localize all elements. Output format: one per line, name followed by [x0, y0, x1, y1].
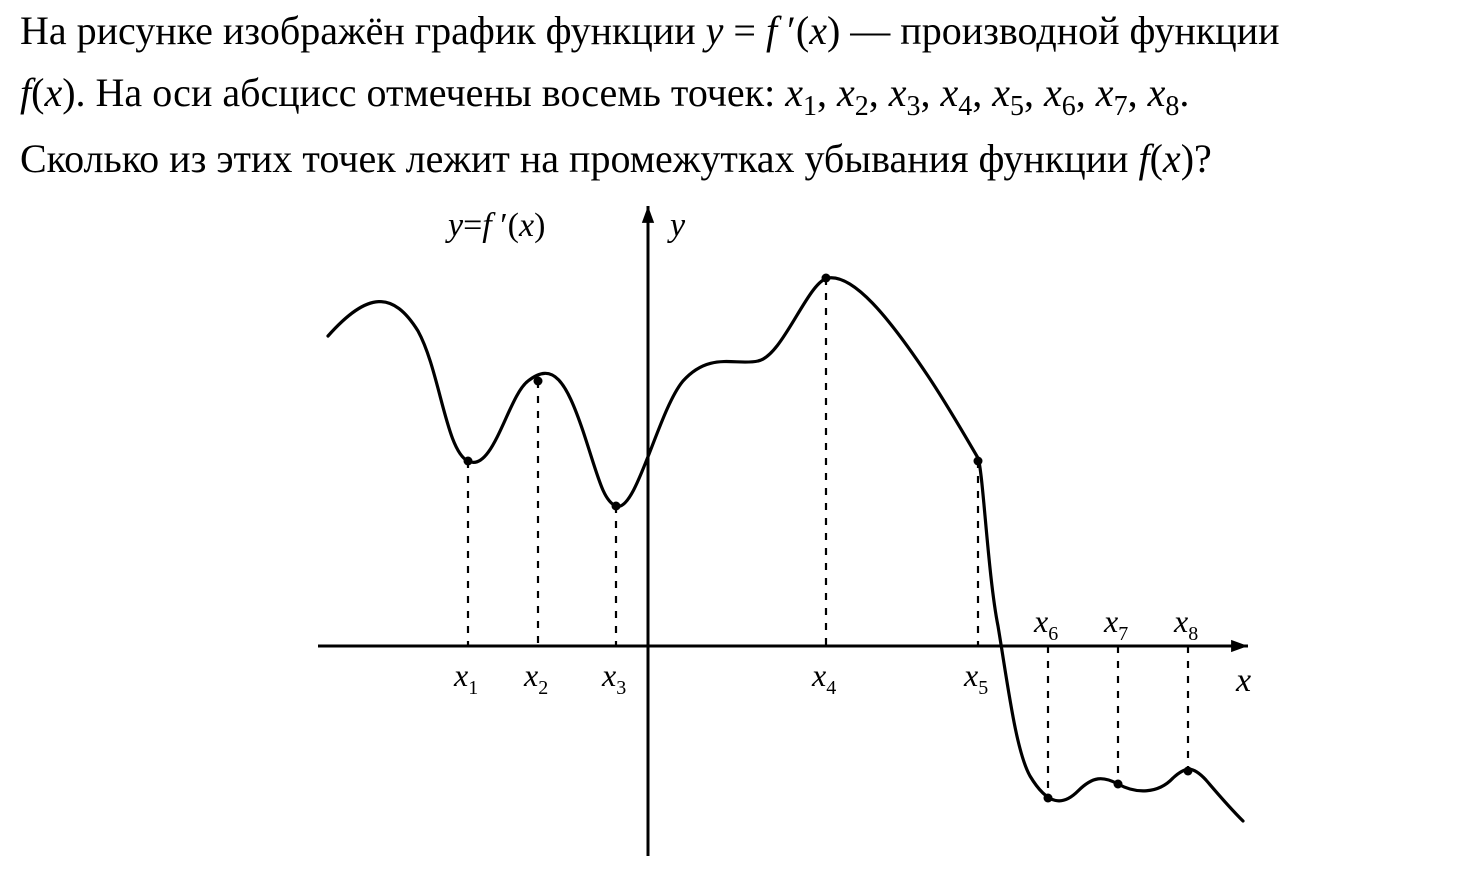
y-axis-label: y	[667, 207, 686, 244]
line3-part-a: Сколько из этих точек лежит на промежутк…	[20, 136, 1138, 181]
line2-part-b: . На оси абсцисс отмечены восемь точек:	[76, 70, 786, 115]
line3-open: (	[1150, 136, 1163, 181]
tick-label-x4: x4	[811, 657, 836, 699]
line1-part-b: — производной функции	[840, 8, 1279, 53]
eq1-y: y	[706, 8, 724, 53]
tick-label-x5: x5	[963, 657, 988, 699]
derivative-curve	[328, 278, 1243, 821]
problem-text: На рисунке изображён график функции y = …	[20, 0, 1455, 190]
tick-label-x3: x3	[601, 657, 626, 699]
line3-f: f	[1138, 136, 1149, 181]
eq1-close: )	[827, 8, 840, 53]
line3-x: x	[1163, 136, 1181, 181]
line2-close: )	[62, 70, 75, 115]
eq1-prime: ′	[777, 8, 796, 53]
line3-close: )	[1181, 136, 1194, 181]
line2-part-c: .	[1179, 70, 1189, 115]
eq1-x: x	[809, 8, 827, 53]
point-ref-5: x5	[992, 70, 1024, 115]
tick-label-x6: x6	[1033, 603, 1058, 645]
line2-open: (	[31, 70, 44, 115]
tick-label-x7: x7	[1103, 603, 1128, 645]
graph-svg: y x y=f ′(x) x1 x2 x3 x4 x5 x6 x7 x8	[208, 196, 1268, 866]
line1-part-a: На рисунке изображён график функции	[20, 8, 706, 53]
page: На рисунке изображён график функции y = …	[0, 0, 1475, 864]
line2: f(x). На оси абсцисс отмечены восемь точ…	[20, 62, 1455, 128]
tick-label-x2: x2	[523, 657, 548, 699]
point-ref-1: x1	[785, 70, 817, 115]
line2-f: f	[20, 70, 31, 115]
line1: На рисунке изображён график функции y = …	[20, 0, 1455, 62]
eq1-open: (	[796, 8, 809, 53]
point-ref-3: x3	[889, 70, 921, 115]
line3: Сколько из этих точек лежит на промежутк…	[20, 128, 1455, 190]
line2-x: x	[44, 70, 62, 115]
tick-label-x1: x1	[453, 657, 478, 699]
eq1-eq: =	[723, 8, 766, 53]
point-ref-7: x7	[1096, 70, 1128, 115]
eq1-f: f	[766, 8, 777, 53]
point-ref-4: x4	[941, 70, 973, 115]
point-ref-8: x8	[1148, 70, 1180, 115]
points-sequence: x1, x2, x3, x4, x5, x6, x7, x8	[785, 70, 1179, 115]
line3-part-b: ?	[1194, 136, 1212, 181]
x-axis-label: x	[1235, 662, 1251, 699]
figure-wrap: y x y=f ′(x) x1 x2 x3 x4 x5 x6 x7 x8	[20, 196, 1455, 871]
point-ref-2: x2	[837, 70, 869, 115]
curve-label: y=f ′(x)	[445, 207, 545, 244]
point-ref-6: x6	[1044, 70, 1076, 115]
tick-label-x8: x8	[1173, 603, 1198, 645]
figure: y x y=f ′(x) x1 x2 x3 x4 x5 x6 x7 x8	[208, 196, 1268, 871]
